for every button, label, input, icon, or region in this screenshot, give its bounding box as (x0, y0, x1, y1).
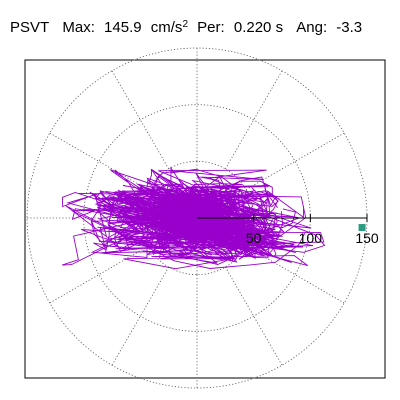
header-label: PSVT (10, 19, 50, 36)
radial-axis: 50 100 150 (197, 214, 379, 246)
plot-frame (24, 59, 386, 379)
per-label: Per: (197, 19, 225, 36)
ang-label: Ang: (296, 19, 328, 36)
per-value: 0.220 s (233, 19, 284, 36)
max-unit: cm/s (150, 19, 183, 36)
trace-outer-0 (94, 190, 254, 229)
radial-tick-label-100: 100 (299, 230, 323, 246)
grid-spoke-150 (49, 132, 149, 191)
ang-value: -3.3 (336, 19, 363, 36)
max-unit-exponent: 2 (182, 19, 188, 30)
trace-outer-6 (71, 206, 297, 250)
plot-header: PSVT Max: 145.9 cm/s2 Per: 0.220 s Ang: … (10, 19, 362, 36)
trace-outer-7 (89, 190, 271, 260)
grid-spoke-210 (49, 245, 149, 304)
radial-tick-label-150: 150 (355, 230, 379, 246)
trace-outer-1 (61, 190, 309, 270)
radial-tick-label-50: 50 (246, 230, 262, 246)
max-value: 145.9 (104, 19, 142, 36)
trace-outer-5 (113, 185, 270, 251)
max-label: Max: (62, 19, 95, 36)
max-point-marker (358, 224, 366, 232)
trajectory-trace (61, 166, 326, 270)
